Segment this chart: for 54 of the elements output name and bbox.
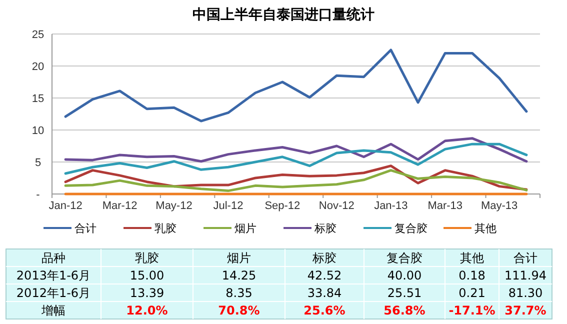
text: 14.25: [222, 268, 256, 282]
text: 增幅: [40, 304, 66, 318]
text: 标胶: [312, 251, 336, 265]
x-tick-label: Nov-12: [318, 200, 354, 212]
text: 8.35: [226, 286, 252, 300]
text: 2012年1-6月: [16, 286, 91, 300]
text: 12.0%: [126, 304, 168, 318]
line-series: [64, 48, 528, 122]
legend-label: 复合胶: [394, 222, 428, 235]
text: 复合胶: [386, 251, 422, 265]
text: 烟片: [227, 251, 251, 265]
x-tick-label: Mar-13: [428, 200, 463, 212]
text: 56.8%: [384, 304, 426, 318]
text: 25.51: [387, 286, 422, 300]
legend-label: 乳胶: [154, 222, 176, 235]
text: 乳胶: [135, 251, 159, 265]
text: 品种: [42, 251, 66, 265]
y-tick-label: 15: [32, 93, 44, 105]
chart-title: 中国上半年自泰国进口量统计: [192, 6, 374, 23]
text: 70.8%: [218, 304, 260, 318]
y-tick-label: 5: [34, 157, 42, 169]
text: 37.7%: [504, 304, 546, 318]
text: 2013年1-6月: [16, 268, 91, 282]
line-series: [64, 137, 528, 163]
legend-label: 合计: [74, 222, 96, 235]
x-tick-label: Mar-12: [102, 200, 138, 212]
x-tick-label: Jul-12: [213, 200, 244, 212]
text: 其他: [460, 251, 484, 265]
text: 111.94: [504, 268, 546, 282]
text: 40.00: [387, 268, 422, 282]
text: 33.84: [307, 286, 342, 300]
y-tick-label: 10: [32, 125, 44, 137]
text: 合计: [514, 251, 538, 265]
legend-label: 烟片: [234, 222, 256, 235]
x-tick-label: May-13: [480, 200, 518, 212]
y-tick-label: -: [36, 189, 40, 201]
x-tick-label: Sep-12: [264, 200, 300, 212]
text: 81.30: [508, 286, 543, 300]
x-tick-label: May-12: [156, 200, 192, 212]
legend-label: 标胶: [314, 222, 336, 235]
y-tick-label: 25: [32, 29, 44, 41]
text: 42.52: [307, 268, 342, 282]
text: 13.39: [130, 286, 164, 300]
line-series: [64, 169, 528, 192]
x-tick-label: Jan-12: [48, 200, 82, 212]
text: -17.1%: [448, 304, 496, 318]
text: 0.21: [458, 286, 486, 300]
text: 0.18: [458, 268, 486, 282]
y-tick-label: 20: [32, 61, 44, 73]
text: 15.00: [130, 268, 164, 282]
line-series: [64, 142, 528, 175]
text: 25.6%: [304, 304, 346, 318]
x-tick-label: Jan-13: [374, 200, 408, 212]
legend-label: 其他: [474, 222, 496, 235]
